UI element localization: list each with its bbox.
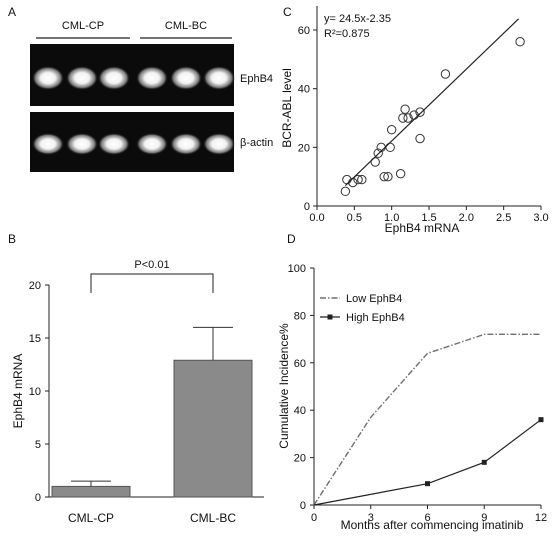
scatter-point	[515, 37, 525, 47]
line-y-tick-label: 60	[294, 358, 306, 370]
gel-band-ephb4	[98, 66, 130, 90]
bar-y-title: EphB4 mRNA	[11, 354, 25, 429]
gel-panel: CML-CP CML-BC EphB4 β-actin	[30, 20, 273, 172]
series-marker-high	[481, 459, 487, 465]
gel-band-ephb4	[32, 66, 64, 90]
scatter-y-tick-label: 60	[298, 25, 310, 37]
scatter-point	[395, 169, 406, 179]
scatter-y-tick-label: 40	[298, 84, 310, 96]
line-x-tick-label: 3	[368, 512, 374, 524]
bar-y-tick-label: 5	[35, 439, 41, 451]
series-line-high	[313, 419, 542, 506]
scatter-point	[370, 157, 380, 167]
scatter-point	[373, 148, 383, 158]
bar-cml-cp	[51, 485, 131, 498]
legend-label-low: Low EphB4	[346, 293, 402, 305]
panel-label-a: A	[8, 5, 16, 19]
scatter-chart: 0.0 0.5 1.0 1.5 2.0 2.5 3.0 0 20 40 60 y= 24.5x-2.…	[280, 6, 549, 235]
bar-category-label: CML-BC	[190, 511, 236, 525]
scatter-x-tick-label: 3.0	[533, 212, 548, 224]
gel-band-actin	[136, 133, 168, 155]
scatter-point	[340, 186, 351, 197]
scatter-r-squared: R²=0.875	[324, 28, 370, 40]
line-y-tick-label: 80	[294, 310, 306, 322]
bar-y-tick-label: 20	[29, 280, 41, 292]
scatter-point	[440, 69, 451, 79]
line-y-title: Cumulative Incidence%	[277, 323, 291, 449]
gel-band-ephb4	[203, 66, 235, 90]
scatter-y-tick-label: 20	[298, 142, 310, 154]
gel-band-actin	[203, 133, 235, 155]
significance-label: P<0.01	[134, 259, 169, 271]
scatter-point	[383, 171, 393, 182]
scatter-point	[398, 113, 408, 123]
panel-label-b: B	[8, 232, 16, 246]
gel-band-actin	[32, 133, 64, 155]
scatter-y-title: BCR-ABL level	[280, 68, 294, 148]
line-x-tick-label: 9	[481, 512, 487, 524]
bar-chart: 0 5 10 15 20 CML-CP CML-BC P<0.01 EphB4 mRNA	[11, 259, 264, 525]
series-line-low	[313, 333, 541, 506]
gel-group-label-bc: CML-BC	[165, 20, 207, 32]
panel-label-c: C	[283, 5, 292, 19]
bar-cml-bc	[173, 359, 253, 498]
legend-marker-high	[327, 314, 333, 320]
line-x-tick-label: 12	[535, 512, 547, 524]
scatter-point	[415, 107, 425, 117]
scatter-point	[379, 171, 389, 182]
line-x-tick-label: 6	[424, 512, 430, 524]
legend-label-high: High EphB4	[346, 312, 405, 324]
gel-row-label-actin: β-actin	[240, 137, 273, 149]
series-marker-high	[538, 417, 544, 423]
gel-band-actin	[66, 133, 98, 155]
series-marker-high	[425, 481, 430, 487]
significance-bracket	[90, 273, 214, 293]
gel-band-actin	[170, 133, 202, 155]
scatter-y-tick-label: 0	[304, 201, 310, 213]
line-x-tick-label: 0	[311, 512, 317, 524]
scatter-point	[386, 125, 397, 135]
bar-y-tick-label: 10	[29, 386, 41, 398]
scatter-point	[403, 113, 413, 123]
line-y-tick-label: 0	[300, 500, 306, 512]
line-legend: Low EphB4 High EphB4	[320, 293, 405, 324]
line-y-tick-label: 40	[294, 405, 306, 417]
gel-row-label-ephb4: EphB4	[240, 73, 273, 85]
scatter-x-tick-label: 1.5	[421, 212, 436, 224]
gel-band-ephb4	[136, 66, 168, 90]
line-y-tick-label: 20	[294, 453, 306, 465]
scatter-point	[400, 104, 410, 114]
bar-category-label: CML-CP	[68, 511, 114, 525]
scatter-point	[353, 174, 363, 185]
scatter-x-tick-label: 1.0	[384, 212, 399, 224]
gel-group-label-cp: CML-CP	[62, 20, 104, 32]
bar-y-tick-label: 15	[29, 333, 41, 345]
scatter-equation: y= 24.5x-2.35	[324, 13, 391, 25]
scatter-point	[415, 133, 425, 144]
bar-y-tick-label: 0	[35, 492, 41, 504]
scatter-fit-line	[344, 18, 520, 187]
panel-label-d: D	[287, 232, 296, 246]
scatter-x-tick-label: 0.0	[309, 212, 324, 224]
scatter-point	[385, 142, 395, 153]
gel-band-ephb4	[66, 66, 98, 90]
line-x-title: Months after commencing imatinib	[341, 518, 524, 532]
gel-band-ephb4	[170, 66, 202, 90]
scatter-x-tick-label: 2.5	[496, 212, 511, 224]
scatter-x-title: EphB4 mRNA	[385, 221, 460, 235]
scatter-x-tick-label: 2.0	[459, 212, 474, 224]
scatter-point	[357, 174, 367, 185]
scatter-x-tick-label: 0.5	[347, 212, 362, 224]
gel-band-actin	[98, 133, 130, 155]
line-y-tick-label: 100	[288, 263, 306, 275]
